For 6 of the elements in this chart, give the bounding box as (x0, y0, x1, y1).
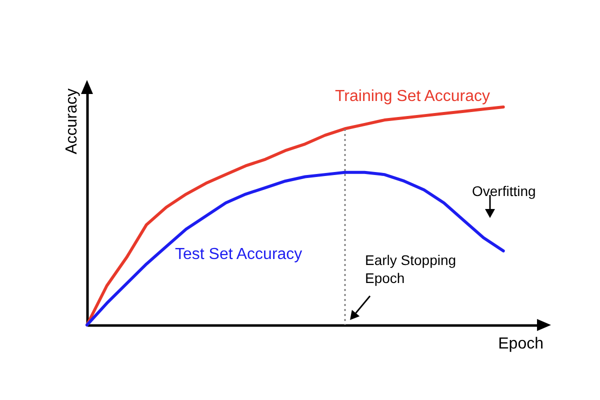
annotation: Early Stopping Epoch (365, 252, 456, 286)
series-label: Training Set Accuracy (335, 88, 490, 105)
x-axis-title: Epoch (498, 336, 544, 352)
series-label: Test Set Accuracy (175, 246, 302, 263)
annotation: Overfitting (472, 183, 536, 199)
y-axis-title: Accuracy (64, 88, 80, 154)
